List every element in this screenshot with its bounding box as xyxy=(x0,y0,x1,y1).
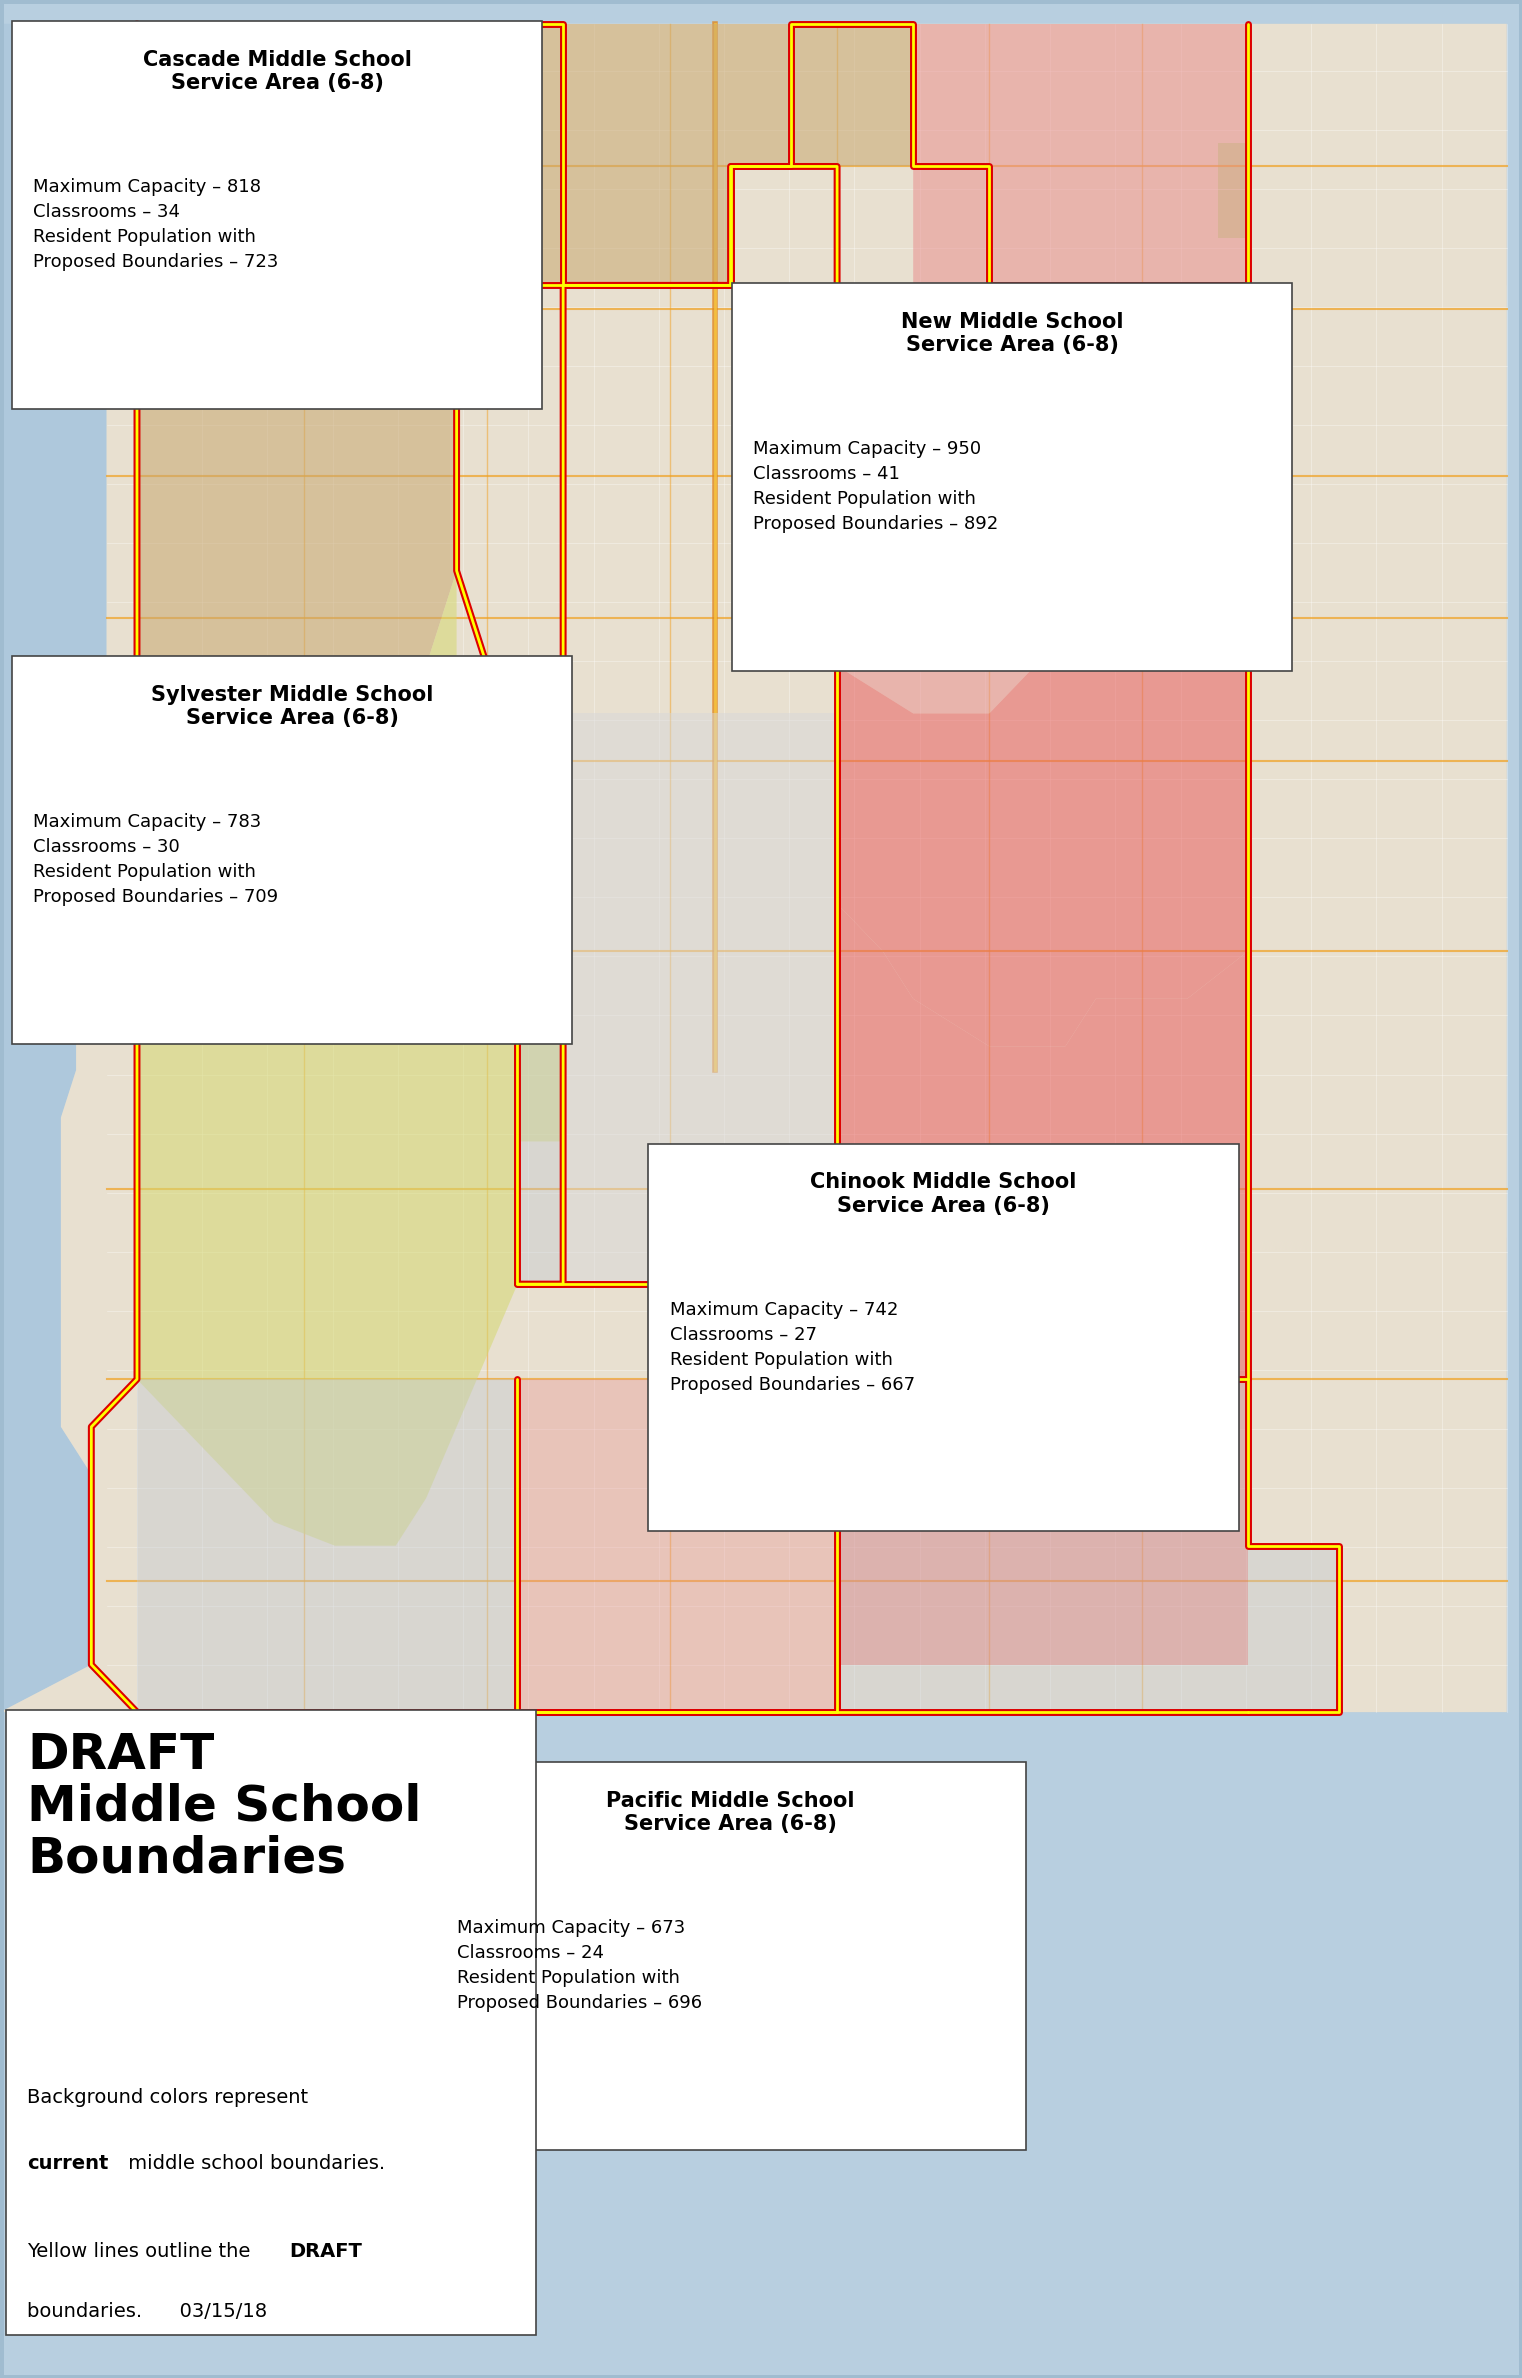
FancyBboxPatch shape xyxy=(732,283,1292,671)
Text: Chinook Middle School
Service Area (6-8): Chinook Middle School Service Area (6-8) xyxy=(810,1172,1078,1215)
FancyBboxPatch shape xyxy=(12,21,542,409)
Text: Sylvester Middle School
Service Area (6-8): Sylvester Middle School Service Area (6-… xyxy=(151,685,434,728)
Text: Maximum Capacity – 673
Classrooms – 24
Resident Population with
Proposed Boundar: Maximum Capacity – 673 Classrooms – 24 R… xyxy=(457,1919,702,2012)
Text: DRAFT
Middle School
Boundaries: DRAFT Middle School Boundaries xyxy=(27,1731,422,1883)
Polygon shape xyxy=(837,904,1248,1474)
Text: Maximum Capacity – 742
Classrooms – 27
Resident Population with
Proposed Boundar: Maximum Capacity – 742 Classrooms – 27 R… xyxy=(670,1301,915,1394)
Text: current: current xyxy=(27,2154,108,2173)
Text: Background colors represent: Background colors represent xyxy=(27,2088,309,2107)
FancyBboxPatch shape xyxy=(435,1762,1026,2150)
Polygon shape xyxy=(1248,24,1507,357)
Text: Pacific Middle School
Service Area (6-8): Pacific Middle School Service Area (6-8) xyxy=(606,1791,855,1833)
Polygon shape xyxy=(137,24,563,380)
Polygon shape xyxy=(1218,143,1248,238)
Polygon shape xyxy=(137,1379,1339,1712)
FancyBboxPatch shape xyxy=(12,656,572,1044)
Polygon shape xyxy=(517,1379,837,1712)
Polygon shape xyxy=(563,713,837,1284)
Polygon shape xyxy=(837,618,1248,1046)
Text: boundaries.      03/15/18: boundaries. 03/15/18 xyxy=(27,2302,268,2321)
Text: Maximum Capacity – 950
Classrooms – 41
Resident Population with
Proposed Boundar: Maximum Capacity – 950 Classrooms – 41 R… xyxy=(753,440,998,533)
Text: Maximum Capacity – 818
Classrooms – 34
Resident Population with
Proposed Boundar: Maximum Capacity – 818 Classrooms – 34 R… xyxy=(33,178,279,271)
Polygon shape xyxy=(137,571,563,1546)
Text: DRAFT: DRAFT xyxy=(289,2242,362,2261)
Polygon shape xyxy=(517,713,563,1284)
Polygon shape xyxy=(1339,1237,1507,1712)
Text: Yellow lines outline the: Yellow lines outline the xyxy=(27,2242,257,2261)
Text: Maximum Capacity – 783
Classrooms – 30
Resident Population with
Proposed Boundar: Maximum Capacity – 783 Classrooms – 30 R… xyxy=(33,813,279,906)
Polygon shape xyxy=(0,24,1507,1712)
Polygon shape xyxy=(837,1379,1248,1665)
Polygon shape xyxy=(837,166,1248,713)
Polygon shape xyxy=(563,24,791,285)
Polygon shape xyxy=(791,24,913,166)
Polygon shape xyxy=(137,345,457,761)
Text: middle school boundaries.: middle school boundaries. xyxy=(122,2154,385,2173)
Text: Cascade Middle School
Service Area (6-8): Cascade Middle School Service Area (6-8) xyxy=(143,50,411,93)
Polygon shape xyxy=(913,24,1248,357)
Polygon shape xyxy=(0,24,137,1712)
FancyBboxPatch shape xyxy=(6,1710,536,2335)
FancyBboxPatch shape xyxy=(648,1144,1239,1531)
Text: New Middle School
Service Area (6-8): New Middle School Service Area (6-8) xyxy=(901,312,1123,354)
